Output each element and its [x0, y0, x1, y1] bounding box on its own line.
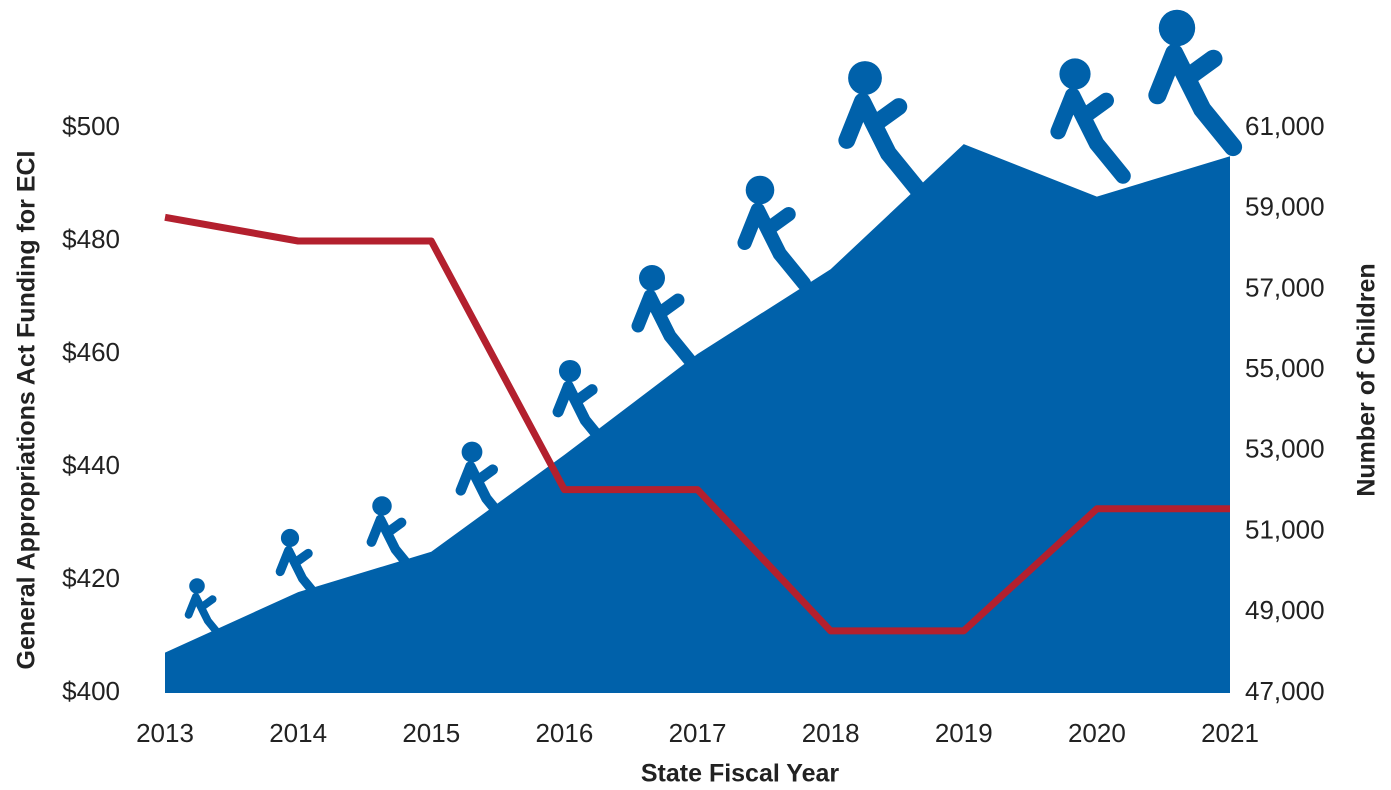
y2-tick-label: 47,000 — [1245, 676, 1325, 706]
y2-axis-title: Number of Children — [1353, 263, 1381, 496]
child-icon-head — [559, 360, 581, 382]
child-icon-head — [1159, 10, 1195, 46]
x-tick-label: 2014 — [269, 718, 327, 748]
x-tick-label: 2021 — [1201, 718, 1259, 748]
y2-tick-label: 49,000 — [1245, 595, 1325, 625]
y2-tick-label: 53,000 — [1245, 434, 1325, 464]
x-tick-label: 2018 — [802, 718, 860, 748]
child-icon-head — [189, 578, 205, 594]
child-icon-head — [848, 61, 882, 95]
x-tick-label: 2013 — [136, 718, 194, 748]
x-tick-label: 2019 — [935, 718, 993, 748]
area — [165, 144, 1230, 693]
child-icon-head — [281, 529, 299, 547]
child-icon-body — [745, 210, 804, 284]
y-tick-label: $500 — [62, 111, 120, 141]
y-axis-title: General Appropriations Act Funding for E… — [13, 151, 41, 670]
x-axis-title: State Fiscal Year — [641, 760, 840, 788]
y-tick-label: $460 — [62, 337, 120, 367]
y2-tick-label: 59,000 — [1245, 192, 1325, 222]
chart: State Fiscal Year General Appropriations… — [0, 0, 1391, 790]
x-tick-label: 2017 — [669, 718, 727, 748]
child-icon-body — [1157, 53, 1233, 147]
child-icon-head — [462, 442, 483, 463]
x-tick-label: 2020 — [1068, 718, 1126, 748]
child-icon-body — [1058, 96, 1123, 176]
child-icon-body — [847, 101, 917, 188]
y-tick-label: $440 — [62, 450, 120, 480]
x-tick-label: 2016 — [535, 718, 593, 748]
y2-tick-label: 55,000 — [1245, 353, 1325, 383]
child-icon-body — [638, 296, 692, 363]
child-icon-head — [639, 265, 665, 291]
y-tick-label: $420 — [62, 563, 120, 593]
child-icon-head — [746, 176, 775, 205]
y-tick-label: $480 — [62, 224, 120, 254]
x-tick-label: 2015 — [402, 718, 460, 748]
y2-tick-label: 61,000 — [1245, 111, 1325, 141]
y-tick-label: $400 — [62, 676, 120, 706]
child-icon-head — [372, 496, 392, 516]
child-icon-head — [1059, 58, 1090, 89]
y2-tick-label: 51,000 — [1245, 514, 1325, 544]
y2-tick-label: 57,000 — [1245, 272, 1325, 302]
